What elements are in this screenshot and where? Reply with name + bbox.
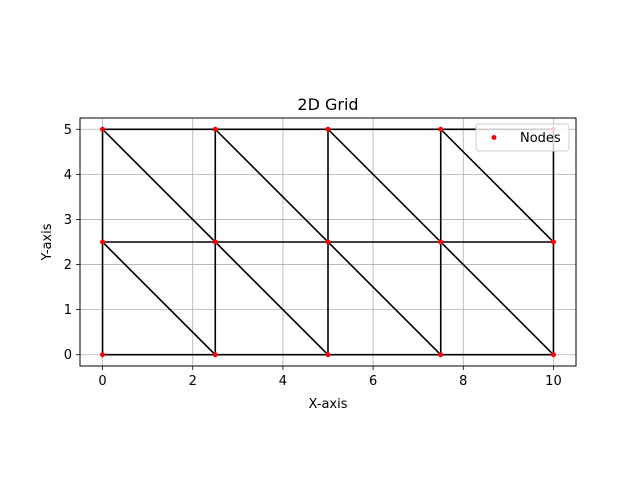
chart-title: 2D Grid bbox=[297, 95, 358, 114]
node-point bbox=[550, 352, 556, 358]
y-tick-label: 1 bbox=[64, 303, 72, 318]
node-point bbox=[438, 126, 444, 132]
node-point bbox=[100, 239, 106, 245]
x-tick-label: 8 bbox=[459, 374, 467, 389]
mesh-edge bbox=[101, 128, 217, 244]
y-tick-label: 3 bbox=[64, 213, 72, 228]
x-tick-label: 0 bbox=[98, 374, 106, 389]
y-tick-label: 2 bbox=[64, 258, 72, 273]
x-tick-label: 2 bbox=[189, 374, 197, 389]
legend-label-nodes: Nodes bbox=[520, 131, 561, 146]
node-point bbox=[325, 239, 331, 245]
plot-frame bbox=[79, 117, 577, 367]
mesh-edge bbox=[439, 240, 555, 356]
node-point bbox=[550, 239, 556, 245]
mesh-edge bbox=[101, 240, 217, 356]
y-tick-label: 5 bbox=[64, 123, 72, 138]
mesh-edge bbox=[326, 128, 442, 244]
legend-box bbox=[475, 123, 570, 152]
node-point bbox=[212, 352, 218, 358]
node-points bbox=[100, 126, 556, 358]
node-point bbox=[212, 126, 218, 132]
x-tick-label: 6 bbox=[369, 374, 377, 389]
y-axis-label: Y-axis bbox=[40, 223, 55, 261]
x-tick-label: 10 bbox=[545, 374, 562, 389]
mesh-edge bbox=[214, 240, 330, 356]
y-tick-label: 4 bbox=[64, 168, 72, 183]
x-tick-label: 4 bbox=[279, 374, 287, 389]
node-point bbox=[438, 352, 444, 358]
axis-ticks: 0 2 4 6 8 10 0 1 2 3 4 5 bbox=[64, 123, 562, 389]
node-point bbox=[325, 352, 331, 358]
node-point bbox=[325, 126, 331, 132]
mesh-edge bbox=[214, 128, 330, 244]
y-tick-label: 0 bbox=[64, 348, 72, 363]
x-axis-label: X-axis bbox=[309, 397, 348, 412]
mesh-edge bbox=[439, 128, 555, 244]
legend-marker-nodes bbox=[491, 135, 497, 140]
node-point bbox=[438, 239, 444, 245]
node-point bbox=[100, 352, 106, 358]
node-point bbox=[212, 239, 218, 245]
legend: Nodes bbox=[475, 123, 570, 152]
mesh-edge bbox=[326, 240, 442, 356]
node-point bbox=[100, 126, 106, 132]
